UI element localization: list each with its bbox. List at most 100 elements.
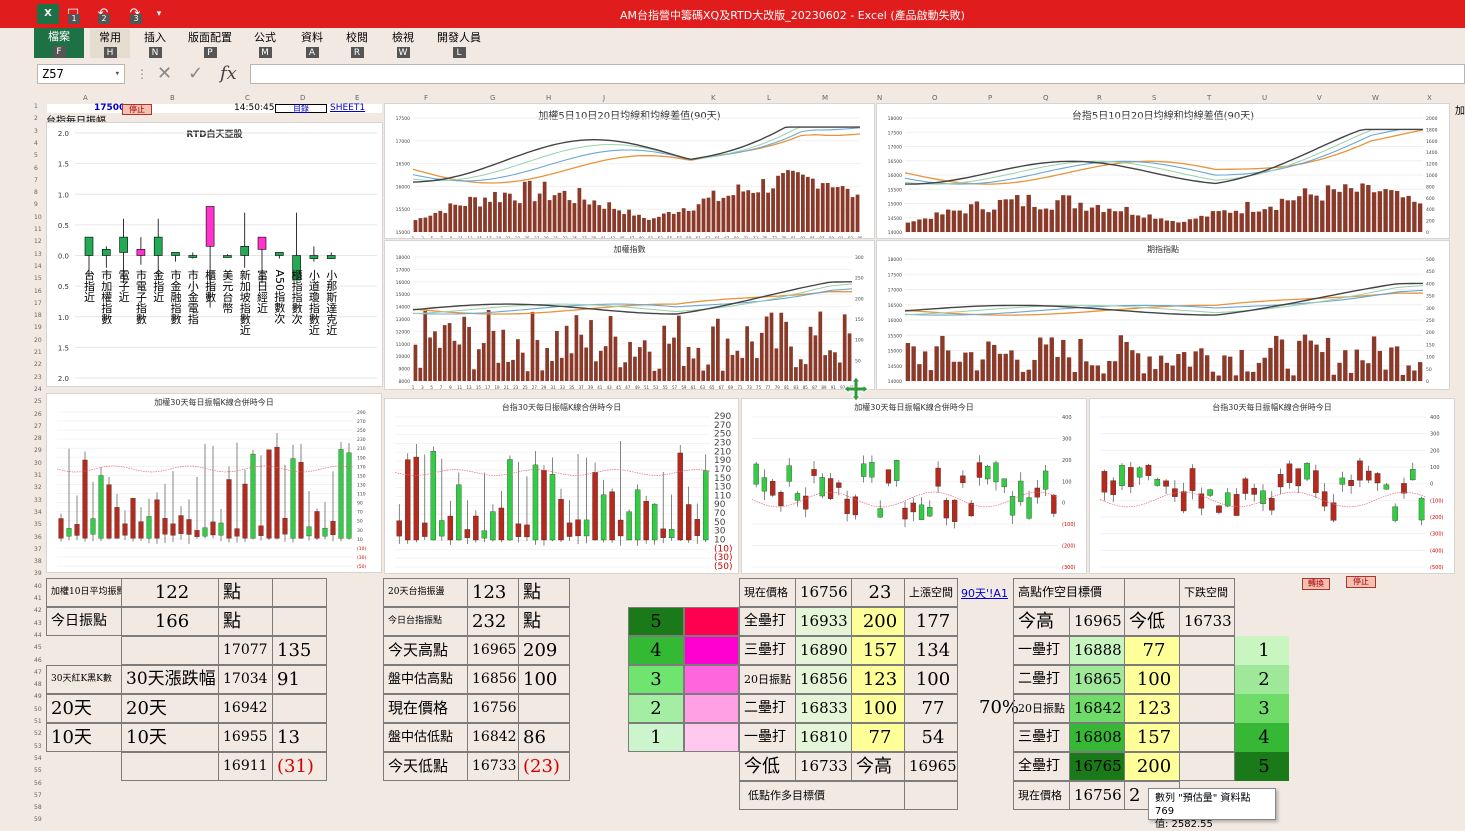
tr1-link[interactable]: 90天'!A1 — [961, 587, 1008, 600]
row-header[interactable]: 24 — [34, 385, 42, 393]
row-header[interactable]: 16 — [34, 287, 42, 295]
column-header[interactable]: A — [83, 94, 88, 102]
row-header[interactable]: 38 — [34, 558, 42, 566]
column-header[interactable]: D — [300, 94, 306, 102]
row-header[interactable]: 2 — [34, 115, 38, 123]
customize-toolbar-icon[interactable]: ▾ — [156, 9, 162, 19]
row-header[interactable]: 33 — [34, 496, 42, 504]
enter-icon[interactable]: ✓ — [188, 63, 204, 84]
name-box-dropdown-icon[interactable]: ▾ — [114, 69, 120, 79]
column-header[interactable]: M — [822, 94, 829, 102]
column-header[interactable]: R — [1097, 94, 1102, 102]
column-header[interactable]: T — [1207, 94, 1212, 102]
column-header[interactable]: F — [424, 94, 429, 102]
row-header[interactable]: 41 — [34, 595, 42, 602]
row-header[interactable]: 37 — [34, 545, 42, 553]
tab-formulas[interactable]: 公式 M — [250, 29, 280, 59]
convert-button[interactable]: 轉換 — [1302, 578, 1330, 590]
column-header[interactable]: U — [1262, 94, 1268, 102]
directory-link[interactable]: 目錄 — [275, 104, 327, 113]
column-header[interactable]: X — [1427, 94, 1432, 102]
row-header[interactable]: 20 — [34, 336, 42, 344]
row-header[interactable]: 58 — [34, 804, 42, 812]
column-header[interactable]: V — [1317, 94, 1322, 102]
column-header[interactable]: N — [877, 94, 883, 102]
row-header[interactable]: 22 — [34, 361, 42, 369]
column-header[interactable]: K — [711, 94, 716, 102]
tab-review[interactable]: 校閱 R — [342, 29, 372, 59]
row-header[interactable]: 6 — [34, 164, 38, 172]
redo-icon[interactable]: ↷ — [124, 4, 146, 24]
row-header[interactable]: 47 — [34, 668, 42, 676]
row-header[interactable]: 11 — [34, 226, 42, 233]
row-header[interactable]: 13 — [34, 250, 42, 258]
row-header[interactable]: 57 — [34, 791, 42, 799]
row-header[interactable]: 15 — [34, 275, 42, 283]
row-header[interactable]: 39 — [34, 570, 42, 578]
column-header[interactable]: P — [988, 94, 993, 102]
row-header[interactable]: 53 — [34, 742, 42, 750]
row-header[interactable]: 1 — [34, 103, 38, 110]
column-header[interactable]: Q — [1043, 94, 1049, 102]
tab-insert[interactable]: 插入 N — [140, 29, 170, 59]
row-header[interactable]: 32 — [34, 484, 42, 492]
column-header[interactable]: G — [490, 94, 496, 102]
insert-function-icon[interactable]: fx — [220, 63, 237, 84]
row-header[interactable]: 7 — [34, 176, 38, 184]
tab-view[interactable]: 檢視 W — [388, 29, 418, 59]
column-header[interactable]: H — [546, 94, 552, 102]
cancel-icon[interactable]: ✕ — [157, 63, 173, 84]
row-header[interactable]: 8 — [34, 189, 38, 197]
tab-home[interactable]: 常用 H — [90, 29, 130, 59]
column-header[interactable]: L — [767, 94, 771, 102]
tab-file[interactable]: 檔案 F — [34, 28, 84, 58]
row-header[interactable]: 23 — [34, 373, 42, 381]
row-header[interactable]: 55 — [34, 767, 42, 775]
row-header[interactable]: 30 — [34, 459, 42, 467]
row-header[interactable]: 28 — [34, 435, 42, 443]
row-header[interactable]: 35 — [34, 521, 42, 529]
row-header[interactable]: 52 — [34, 730, 42, 738]
row-header[interactable]: 45 — [34, 644, 42, 652]
sheet-link[interactable]: SHEET1 — [330, 103, 366, 113]
row-header[interactable]: 29 — [34, 447, 42, 455]
column-header[interactable]: J — [603, 94, 606, 102]
row-header[interactable]: 14 — [34, 262, 42, 270]
more-icon[interactable]: ⋮ — [136, 67, 148, 81]
row-header[interactable]: 36 — [34, 533, 42, 541]
row-header[interactable]: 4 — [34, 139, 38, 147]
column-header[interactable]: S — [1152, 94, 1157, 102]
formula-input[interactable] — [250, 64, 1465, 84]
tab-data[interactable]: 資料 A — [297, 29, 327, 59]
row-header[interactable]: 10 — [34, 213, 42, 221]
row-header[interactable]: 50 — [34, 705, 42, 713]
stop-button-2[interactable]: 停止 — [1346, 576, 1376, 588]
row-header[interactable]: 26 — [34, 410, 42, 418]
row-header[interactable]: 34 — [34, 508, 42, 516]
column-header[interactable]: E — [355, 94, 360, 102]
row-header[interactable]: 27 — [34, 422, 42, 430]
row-header[interactable]: 49 — [34, 693, 42, 701]
row-header[interactable]: 21 — [34, 349, 42, 356]
row-header[interactable]: 51 — [34, 718, 42, 725]
row-header[interactable]: 48 — [34, 681, 42, 689]
row-header[interactable]: 25 — [34, 398, 42, 406]
row-header[interactable]: 59 — [34, 816, 42, 824]
row-header[interactable]: 56 — [34, 779, 42, 787]
row-header[interactable]: 40 — [34, 582, 42, 590]
row-header[interactable]: 46 — [34, 656, 42, 664]
row-header[interactable]: 12 — [34, 238, 42, 246]
row-header[interactable]: 5 — [34, 152, 38, 160]
column-header[interactable]: B — [170, 94, 175, 102]
column-header[interactable]: C — [245, 94, 250, 102]
tab-page-layout[interactable]: 版面配置 P — [186, 29, 234, 59]
row-header[interactable]: 31 — [34, 472, 42, 479]
tab-developer[interactable]: 開發人員 L — [434, 29, 484, 59]
undo-icon[interactable]: ↶ — [92, 4, 114, 24]
row-header[interactable]: 44 — [34, 631, 42, 639]
stop-button[interactable]: 停止 — [122, 104, 152, 115]
row-header[interactable]: 3 — [34, 127, 38, 135]
row-header[interactable]: 19 — [34, 324, 42, 332]
column-header[interactable]: O — [932, 94, 938, 102]
row-header[interactable]: 9 — [34, 201, 38, 209]
